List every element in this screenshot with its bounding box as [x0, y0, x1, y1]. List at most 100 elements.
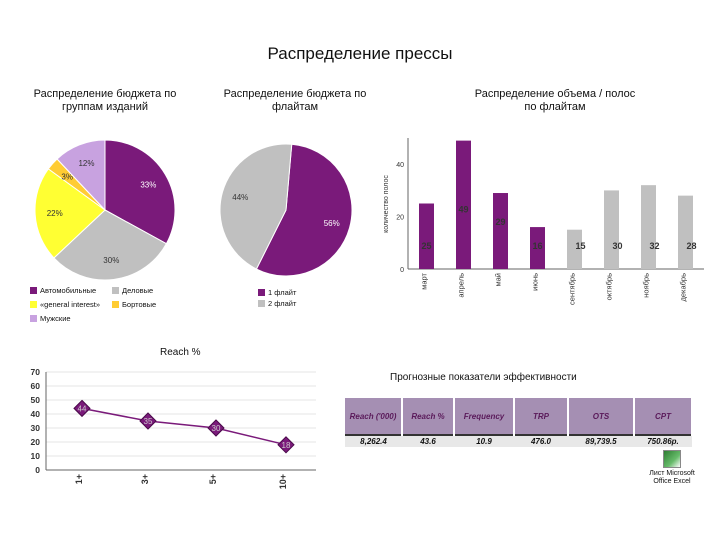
y-tick-label: 60: [31, 381, 41, 391]
pie-slice-label: 22%: [47, 209, 63, 218]
bar: [678, 195, 693, 269]
table-cell: 750.86р.: [634, 434, 692, 447]
y-tick-label: 0: [400, 267, 404, 274]
x-tick-label: июнь: [531, 273, 540, 291]
legend-item: Бортовые: [112, 300, 156, 309]
pie2-chart: 56% 44%: [219, 143, 353, 277]
pie1-title: Распределение бюджета по группам изданий: [33, 88, 177, 113]
reach-line-chart: 0 10 20 30 40 50 60 70 44 1+ 35 3+ 30 5+ 18 10+: [31, 367, 316, 489]
pie-slice: [56, 139, 106, 212]
legend-item: «general interest»: [30, 300, 100, 309]
bar-title: Распределение объема / полос по флайтам: [474, 88, 636, 113]
legend-swatch: [112, 287, 119, 294]
bar-chart: 0 20 40 количество полос 25 март 49 апрель 29 май…: [383, 138, 704, 305]
pie-slice: [255, 143, 353, 277]
y-tick-label: 40: [31, 409, 41, 419]
legend-item: 2 флайт: [258, 299, 296, 308]
legend-item: Деловые: [112, 286, 153, 295]
reach-marker: [277, 436, 295, 454]
table-header-cell: Reach %: [402, 398, 455, 435]
bar: [530, 227, 545, 269]
pie-slice: [219, 143, 293, 270]
table-cell: 10.9: [454, 434, 514, 447]
pie-slice-label: 12%: [78, 159, 94, 168]
table-header-row: Reach ('000) Reach % Frequency TRP OTS C…: [345, 398, 693, 435]
pie-slice: [34, 168, 106, 259]
excel-icon[interactable]: [663, 450, 681, 468]
table-cell: 89,739.5: [568, 434, 634, 447]
bar: [419, 203, 434, 269]
pie-slice-label: 44%: [232, 193, 248, 202]
y-tick-label: 20: [396, 215, 404, 222]
bar: [567, 229, 582, 269]
reach-title: Reach %: [160, 347, 201, 358]
pie2-title: Распределение бюджета по флайтам: [223, 88, 367, 113]
y-tick-label: 40: [396, 162, 404, 169]
y-axis-label: количество полос: [383, 175, 390, 233]
reach-line: [81, 407, 287, 446]
excel-attachment[interactable]: Лист Microsoft Office Excel: [640, 450, 704, 486]
bar: [641, 185, 656, 269]
table-cell: 43.6: [402, 434, 454, 447]
kpi-table: Reach ('000) Reach % Frequency TRP OTS C…: [345, 398, 693, 447]
pie-slice-label: 30%: [103, 256, 119, 265]
pie-slice: [104, 139, 176, 245]
x-tick-label: 10+: [278, 474, 288, 489]
bar: [493, 193, 508, 269]
reach-value-label: 30: [212, 424, 221, 433]
legend-swatch: [112, 301, 119, 308]
y-tick-label: 70: [31, 367, 41, 377]
table-header-cell: TRP: [514, 398, 569, 435]
bar-value-label: 32: [649, 241, 659, 251]
bar-value-label: 15: [575, 241, 585, 251]
legend-item: Автомобильные: [30, 286, 96, 295]
x-tick-label: 5+: [208, 474, 218, 484]
kpi-title: Прогнозные показатели эффективности: [390, 372, 577, 383]
x-tick-label: май: [494, 273, 503, 287]
x-tick-label: апрель: [457, 273, 466, 298]
y-tick-label: 10: [31, 451, 41, 461]
reach-value-label: 35: [144, 417, 153, 426]
reach-value-label: 44: [78, 404, 87, 413]
pie1-chart: 33% 30% 22% 3% 12%: [34, 139, 176, 280]
table-header-cell: Reach ('000): [345, 398, 403, 435]
table-header-cell: Frequency: [454, 398, 515, 435]
legend-swatch: [30, 301, 37, 308]
x-tick-label: 3+: [140, 474, 150, 484]
bar: [604, 190, 619, 269]
bar-value-label: 28: [686, 241, 696, 251]
x-tick-label: март: [420, 272, 429, 289]
legend-item: Мужские: [30, 314, 71, 323]
y-tick-label: 0: [35, 465, 40, 475]
y-tick-label: 50: [31, 395, 41, 405]
reach-marker: [73, 399, 91, 418]
y-tick-label: 30: [31, 423, 41, 433]
bar-value-label: 25: [421, 241, 431, 251]
bar-value-label: 49: [458, 205, 468, 215]
legend-swatch: [258, 300, 265, 307]
reach-marker: [139, 412, 157, 430]
table-cell: 8,262.4: [345, 434, 402, 447]
excel-label: Лист Microsoft Office Excel: [649, 470, 695, 485]
x-tick-label: декабрь: [679, 273, 688, 302]
table-header-cell: CPT: [634, 398, 693, 435]
reach-value-label: 18: [282, 441, 291, 450]
x-tick-label: ноябрь: [642, 273, 651, 298]
reach-marker: [207, 419, 225, 437]
legend-swatch: [30, 287, 37, 294]
bar-value-label: 16: [532, 241, 542, 251]
x-tick-label: 1+: [74, 474, 84, 484]
pie-slice-label: 3%: [61, 173, 73, 182]
legend-item: 1 флайт: [258, 288, 296, 297]
pie-slice: [53, 209, 168, 280]
bar: [456, 140, 471, 269]
y-tick-label: 20: [31, 437, 41, 447]
x-tick-label: октябрь: [605, 273, 614, 300]
bar-value-label: 30: [612, 241, 622, 251]
table-row: 8,262.4 43.6 10.9 476.0 89,739.5 750.86р…: [345, 434, 692, 447]
legend-swatch: [30, 315, 37, 322]
page-title: Распределение прессы: [267, 44, 453, 63]
table-cell: 476.0: [514, 434, 568, 447]
legend-swatch: [258, 289, 265, 296]
pie-slice-label: 56%: [324, 219, 340, 228]
